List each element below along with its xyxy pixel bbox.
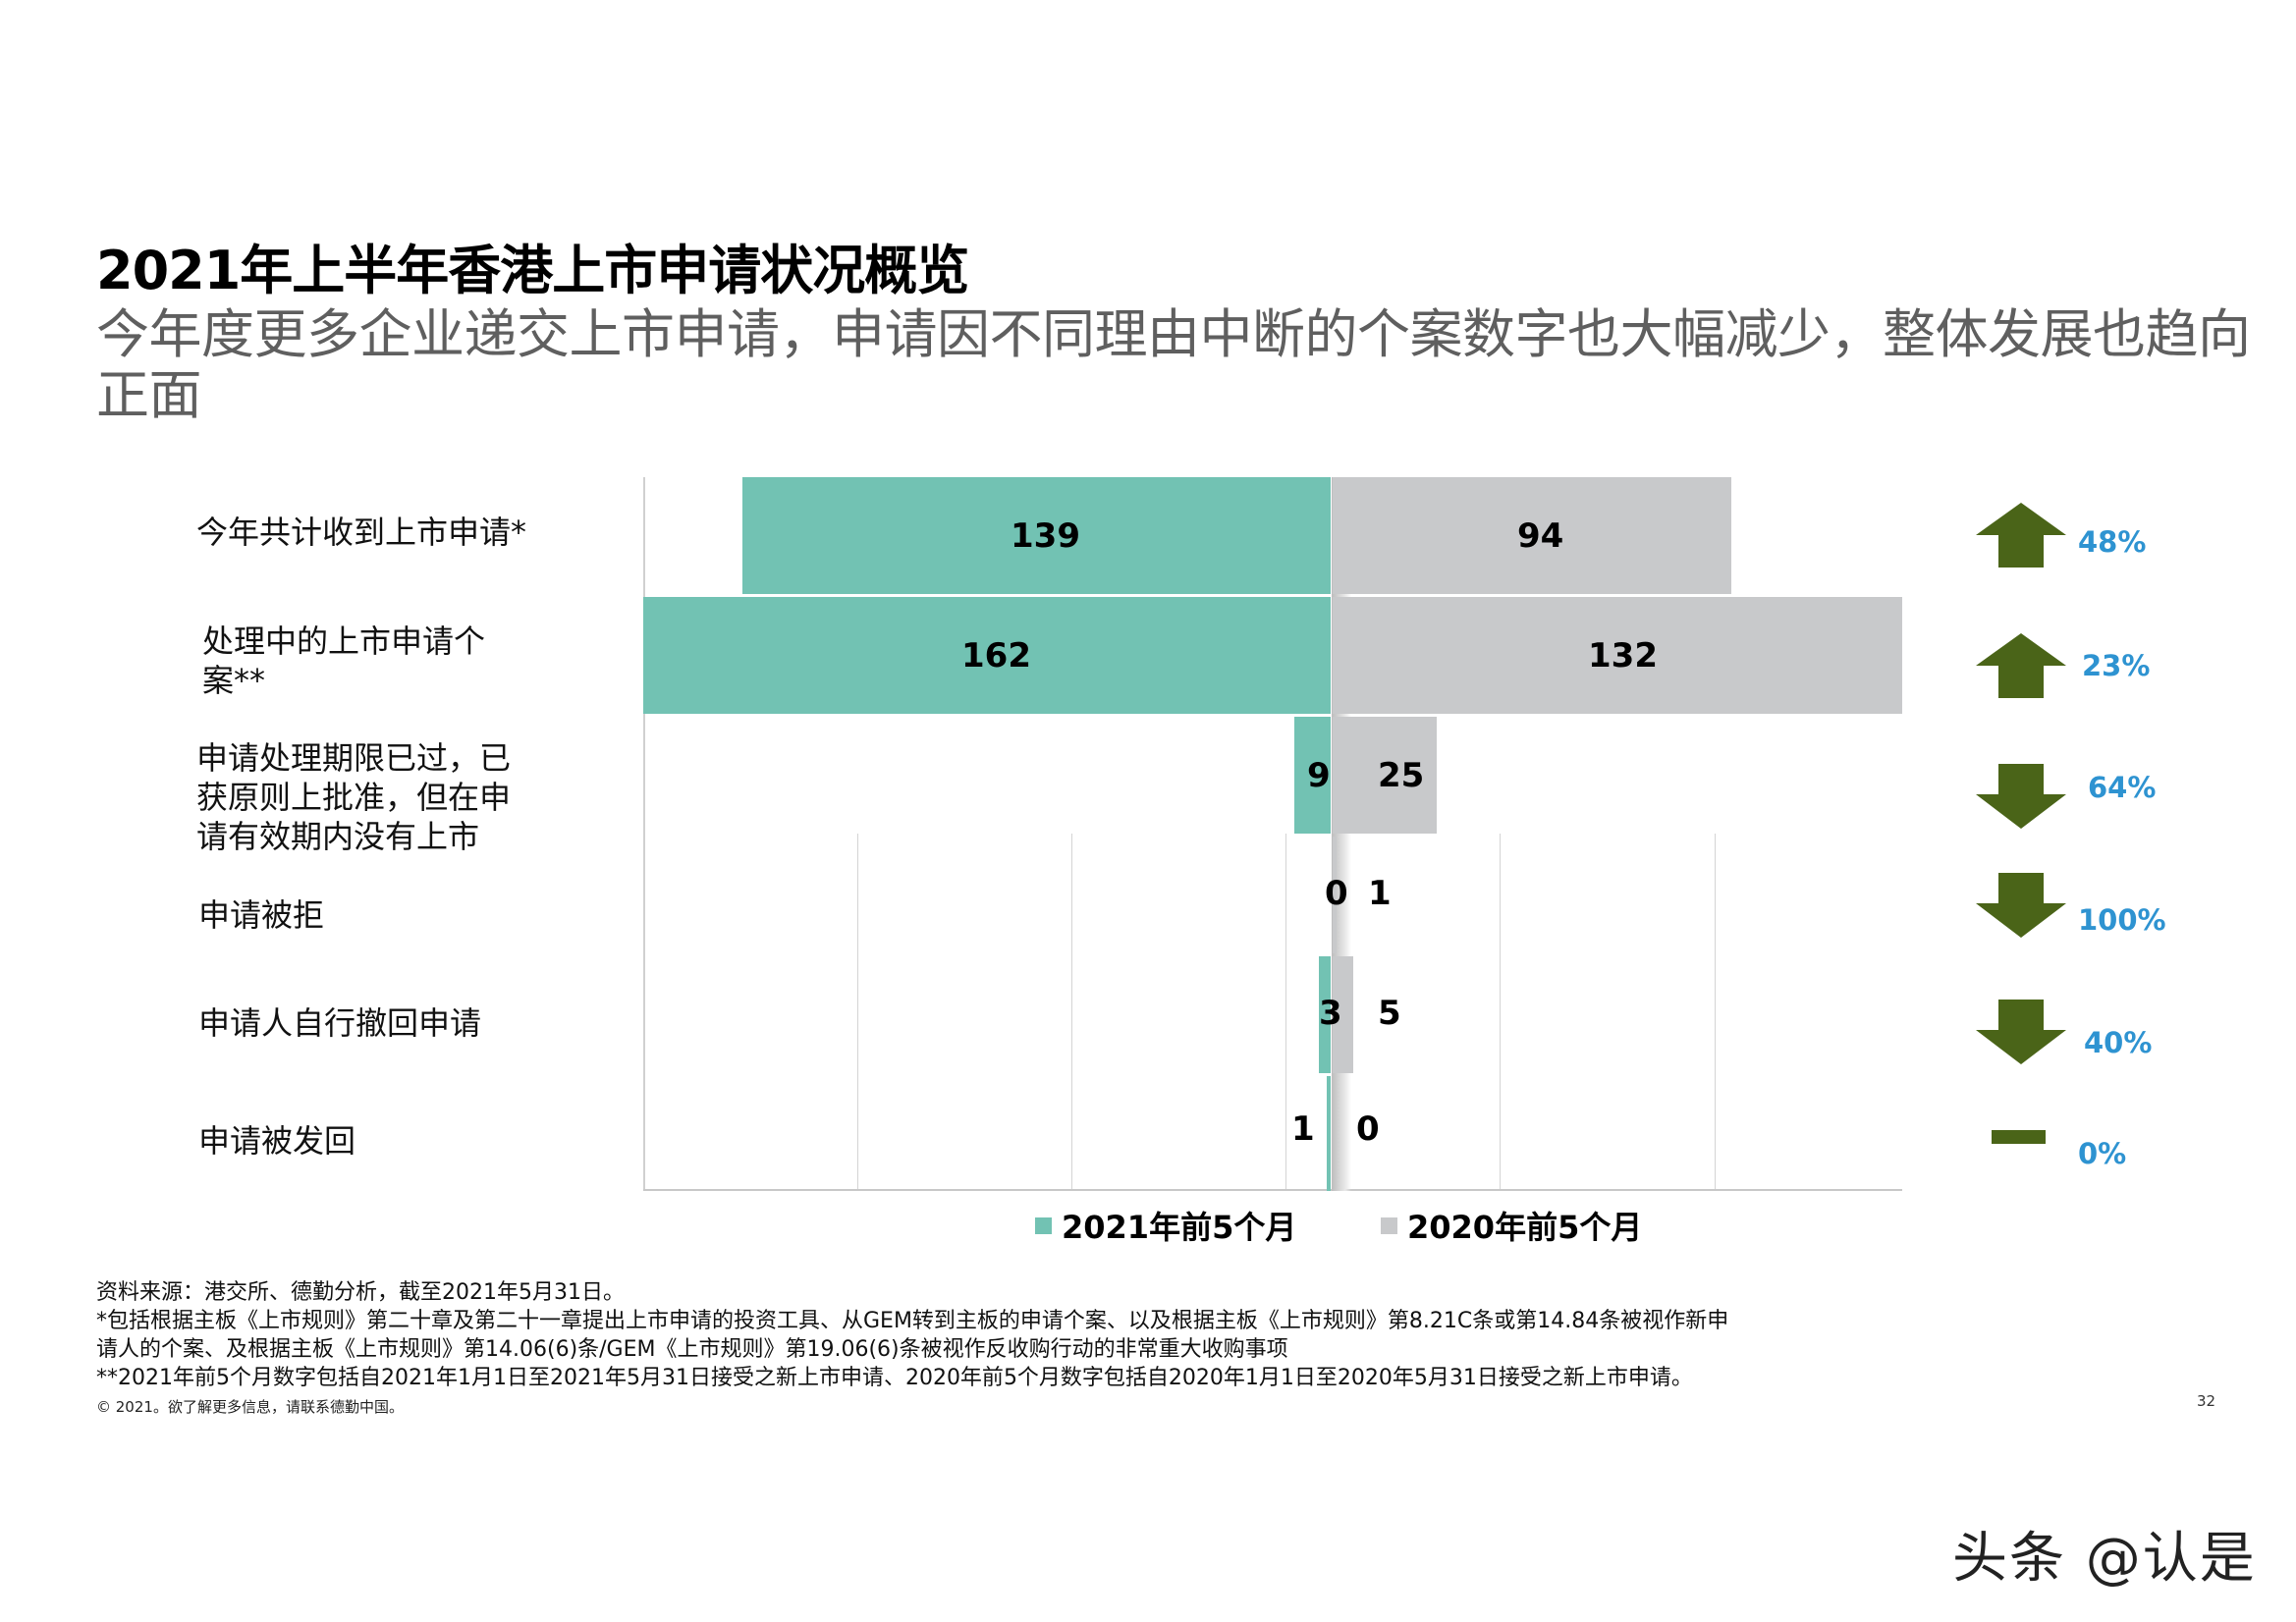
category-label: 申请被拒 [198,896,325,934]
value-label-2021: 3 [1319,994,1342,1033]
legend-swatch-2021 [1035,1216,1052,1234]
change-percent: 64% [2088,771,2157,804]
bar-2021 [643,597,1331,714]
gridline [1715,834,1716,1191]
change-percent: 0% [2078,1137,2127,1170]
bar-2020 [1333,597,1902,714]
change-percent: 23% [2082,649,2151,682]
arrow-down-icon [1976,873,2066,938]
arrow-up-icon [1976,503,2066,568]
bar-2020 [1333,956,1353,1073]
gridline [1285,834,1286,1191]
change-percent: 48% [2078,525,2147,559]
category-label: 申请处理期限已过，已 获原则上批准，但在申 请有效期内没有上市 [196,739,512,855]
category-label: 处理中的上市申请个 案** [202,622,486,699]
watermark: 头条 @认是 [1952,1527,2257,1591]
value-label-2021: 1 [1291,1109,1315,1149]
arrow-down-icon [1976,764,2066,829]
legend-item-2021: 2021年前5个月 [1035,1206,1296,1249]
gridline [1071,834,1072,1191]
footnote-1: *包括根据主板《上市规则》第二十章及第二十一章提出上市申请的投资工具、从GEM转… [96,1309,1729,1333]
value-label-2020: 1 [1368,874,1392,913]
change-percent: 40% [2084,1026,2153,1059]
bar-2021 [1319,956,1331,1073]
gridline [857,834,858,1191]
bar-2021 [1294,717,1331,834]
footnote-2: **2021年前5个月数字包括自2021年1月1日至2021年5月31日接受之新… [96,1366,1693,1390]
category-label: 申请被发回 [198,1122,356,1160]
category-label: 申请人自行撤回申请 [198,1004,482,1042]
value-label-2021: 139 [1011,516,1080,556]
bar-2020 [1333,717,1437,834]
source-note: 资料来源：港交所、德勤分析，截至2021年5月31日。 [96,1280,625,1305]
arrow-down-icon [1976,1000,2066,1064]
value-label-2021: 0 [1325,874,1348,913]
bar-2020 [1333,837,1337,953]
category-label: 今年共计收到上市申请* [196,514,527,551]
page-number: 32 [2197,1392,2216,1410]
footnote-1-cont: 请人的个案、及根据主板《上市规则》第14.06(6)条/GEM《上市规则》第19… [96,1337,1288,1362]
copyright: © 2021。欲了解更多信息，请联系德勤中国。 [96,1398,404,1416]
legend-swatch-2020 [1381,1216,1397,1234]
legend-item-2020: 2020年前5个月 [1381,1206,1642,1249]
legend-label: 2020年前5个月 [1407,1209,1643,1246]
legend-label: 2021年前5个月 [1062,1209,1297,1246]
bar-2021 [1327,1076,1331,1191]
arrow-up-icon [1976,633,2066,698]
value-label-2020: 25 [1378,756,1425,795]
value-label-2020: 5 [1378,994,1401,1033]
page-title: 2021年上半年香港上市申请状况概览 [96,240,969,301]
page-subtitle: 今年度更多企业递交上市申请，申请因不同理由中断的个案数字也大幅减少，整体发展也趋… [96,303,2251,426]
value-label-2021: 162 [961,636,1031,676]
value-label-2020: 0 [1356,1109,1380,1149]
x-axis-line [643,1189,1902,1191]
value-label-2020: 132 [1588,636,1658,676]
value-label-2021: 9 [1307,756,1331,795]
flat-dash-icon [1992,1130,2046,1144]
gridline [1500,834,1501,1191]
change-percent: 100% [2078,903,2166,937]
y-axis-line [643,477,645,1191]
bar-2020 [1333,477,1731,594]
bar-2021 [742,477,1331,594]
butterfly-bar-chart: 139 94 162 132 9 25 0 1 3 5 1 0 [643,477,1902,1191]
value-label-2020: 94 [1517,516,1564,556]
